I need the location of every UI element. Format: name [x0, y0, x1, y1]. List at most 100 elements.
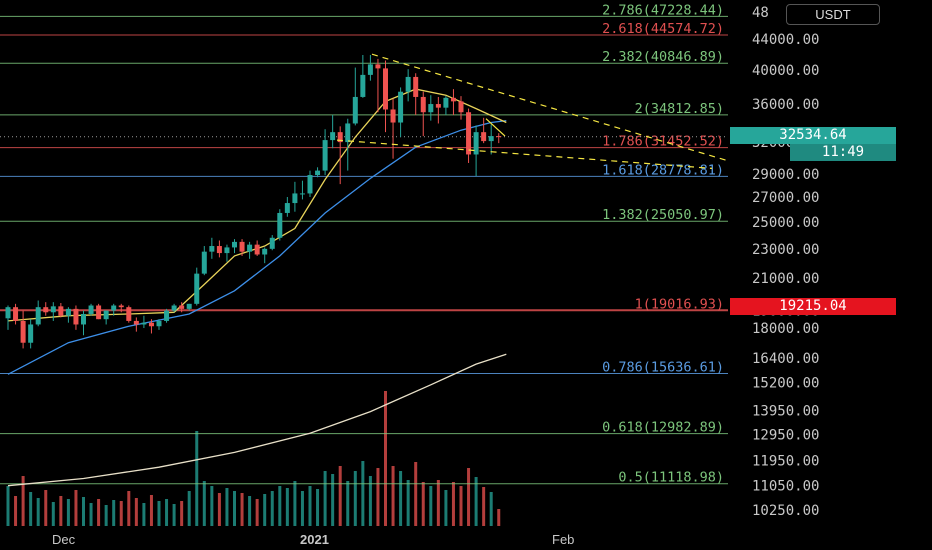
volume-bar [391, 466, 395, 526]
candle-body [292, 193, 298, 204]
fib-level-label: 2(34812.85) [635, 101, 724, 117]
volume-bar [497, 509, 501, 526]
price-tick-label: 27000.00 [752, 190, 819, 206]
moving-averages [7, 88, 507, 487]
candle-body [111, 305, 117, 311]
volume-bar [217, 493, 221, 526]
candle-body [126, 307, 132, 321]
volume-bar [444, 490, 448, 526]
current-price-badge: 32534.64 [730, 127, 896, 144]
candle-body [194, 273, 200, 304]
fib-level-label: 1(19016.93) [635, 296, 724, 312]
volume-bar [134, 498, 138, 526]
volume-bar [142, 503, 146, 526]
volume-bar [104, 505, 108, 526]
fib-level-label: 0.5(11118.98) [618, 470, 724, 486]
moving-average-long [7, 353, 507, 487]
lower-trendline [336, 139, 713, 169]
volume-bar [346, 481, 350, 526]
volume-bar [14, 496, 18, 526]
candle-body [118, 305, 124, 308]
fibonacci-levels: 2.786(47228.44) 2.618(44574.72) 2.382(4084… [0, 2, 728, 486]
volume-bar [270, 491, 274, 526]
volume-bar [384, 391, 387, 526]
candle-body [488, 136, 494, 142]
fib-level-label: 2.786(47228.44) [602, 2, 724, 18]
volume-bar [112, 500, 116, 526]
volume-bar [467, 468, 471, 526]
price-axis[interactable]: 4844000.0040000.0036000.0032000.0029000.… [752, 5, 819, 519]
volume-bar [202, 481, 206, 526]
volume-bar [29, 492, 33, 526]
price-tick-label: 29000.00 [752, 167, 819, 183]
candle-body [209, 246, 215, 252]
candle-body [337, 132, 343, 143]
price-tick-label: 25000.00 [752, 215, 819, 231]
candle-body [458, 101, 464, 113]
volume-bar [300, 491, 304, 526]
candle-body [50, 306, 56, 313]
volume-bar [338, 466, 342, 526]
candlesticks [5, 55, 502, 349]
candle-body [435, 104, 441, 108]
volume-bar [255, 499, 259, 526]
candle-body [481, 132, 487, 142]
volume-bar [127, 491, 131, 526]
price-tick-label: 15200.00 [752, 376, 819, 392]
pennant-line [485, 118, 506, 137]
candle-body [413, 76, 419, 97]
candle-body [496, 136, 502, 138]
volume-bar [353, 471, 357, 526]
fib-level-label: 1.786(31452.52) [602, 134, 724, 150]
volume-bar [149, 495, 153, 526]
candle-body [375, 64, 381, 69]
price-tick-label: 44000.00 [752, 32, 819, 48]
time-tick-label: 2021 [300, 532, 329, 547]
candle-body [81, 313, 86, 325]
time-axis[interactable]: Dec 2021 Feb [52, 532, 574, 547]
price-tick-label: 40000.00 [752, 63, 819, 79]
candle-body [398, 91, 404, 123]
volume-bar [323, 471, 327, 526]
fib-level-label: 1.382(25050.97) [602, 207, 724, 223]
candle-body [148, 322, 154, 327]
highlight-price-badge: 19215.04 [730, 298, 896, 315]
candle-body [5, 307, 11, 319]
volume-bar [233, 491, 236, 526]
volume-bar [240, 493, 244, 526]
volume-bar [165, 499, 169, 526]
volume-bar [119, 501, 123, 526]
volume-bar [59, 496, 63, 526]
price-tick-label: 16400.00 [752, 351, 819, 367]
volume-bar [308, 486, 312, 526]
candle-body [405, 76, 411, 92]
time-tick-label: Dec [52, 532, 76, 547]
candle-body [216, 246, 222, 254]
candle-body [239, 241, 245, 252]
fib-level-label: 0.618(12982.89) [602, 420, 724, 436]
candle-body [390, 109, 396, 123]
candle-body [171, 305, 177, 311]
candle-body [345, 123, 351, 143]
fib-level-label: 2.382(40846.89) [602, 49, 724, 65]
price-tick-label: 48 [752, 5, 769, 21]
volume-bar [459, 486, 463, 526]
price-tick-label: 13950.00 [752, 403, 819, 419]
volume-bar [482, 487, 486, 526]
price-tick-label: 11050.00 [752, 479, 819, 495]
candle-body [141, 322, 147, 325]
volume-bar [429, 486, 433, 526]
volume-bar [406, 480, 410, 526]
currency-button[interactable]: USDT [786, 4, 880, 25]
volume-bar [66, 499, 70, 526]
volume-bar [248, 496, 252, 526]
volume-bar [21, 476, 25, 526]
candle-body [103, 310, 109, 320]
candle-body [322, 140, 328, 171]
volume-bar [285, 488, 289, 526]
candle-body [58, 306, 64, 316]
candle-body [307, 175, 313, 194]
candle-body [43, 307, 49, 313]
candle-body [13, 307, 19, 321]
